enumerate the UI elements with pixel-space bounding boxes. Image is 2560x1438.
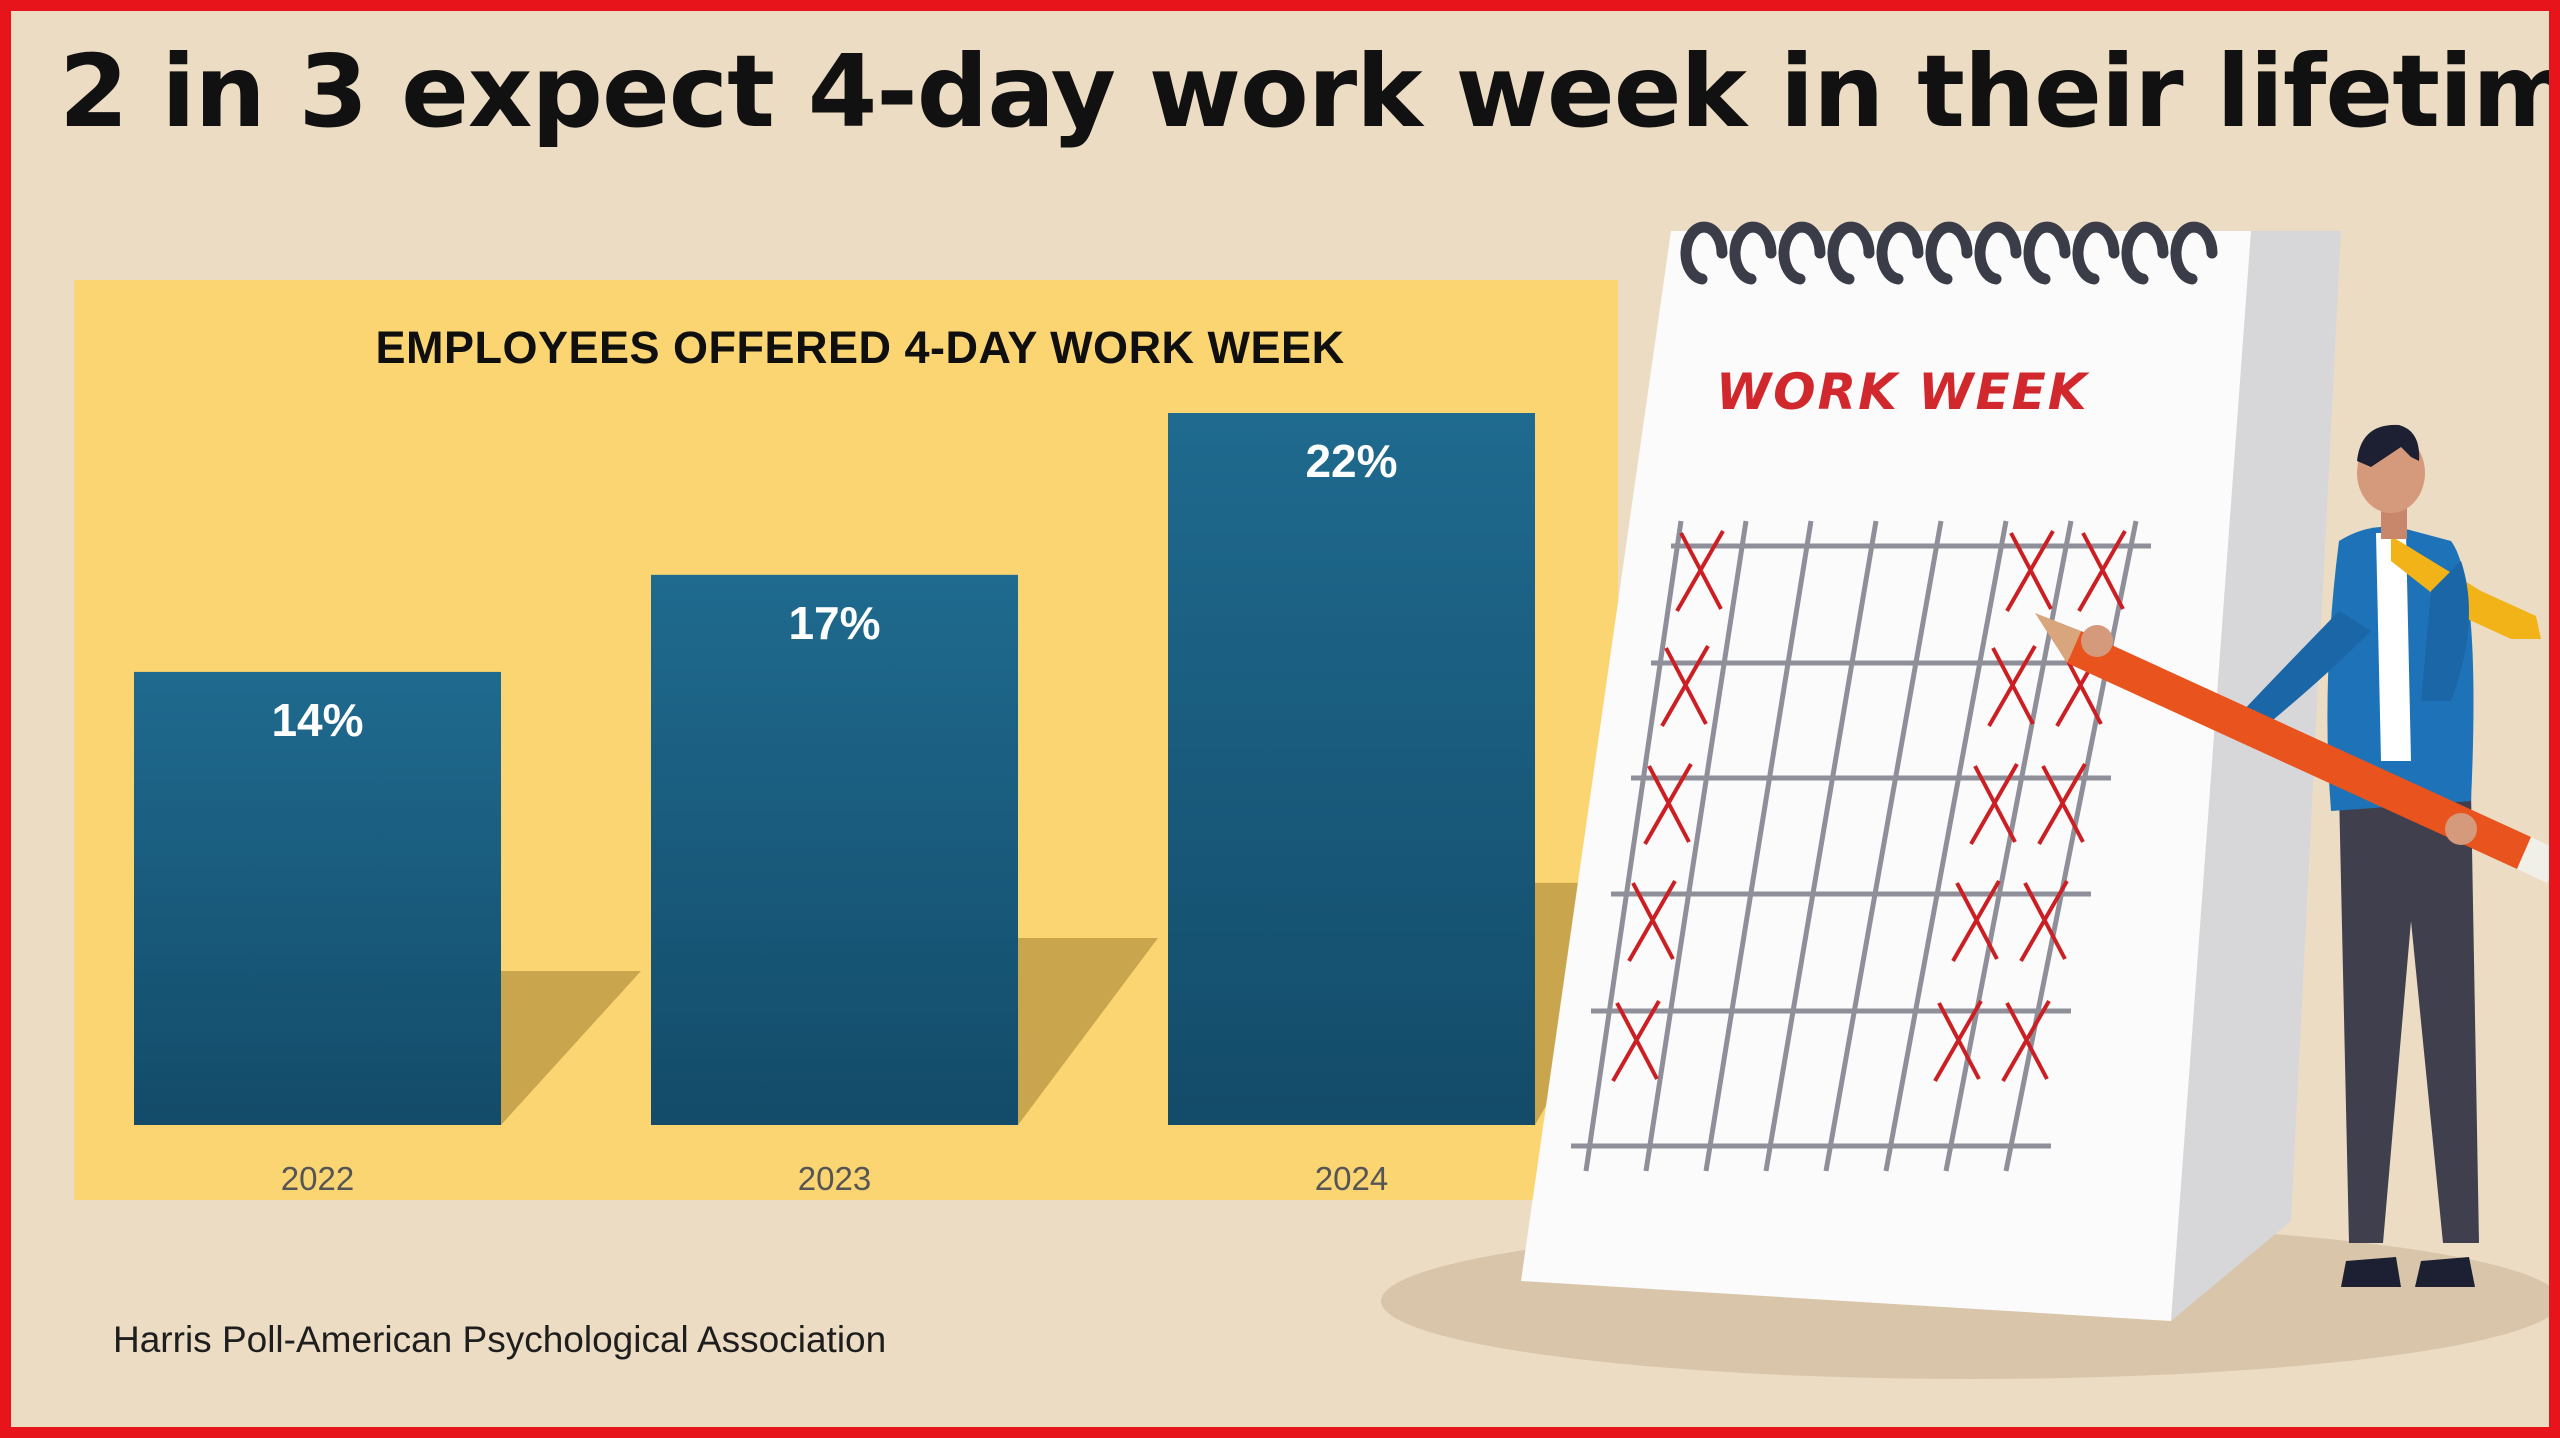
bars [134, 413, 1535, 1125]
source-note: Harris Poll-American Psychological Assoc… [113, 1319, 887, 1360]
x-tick-2024: 2024 [1315, 1160, 1388, 1197]
calendar-column-line [1883, 520, 2009, 1172]
x-mark [1660, 645, 1710, 727]
bar-shadow [501, 970, 641, 1125]
binding-ring [1778, 221, 1826, 285]
x-mark [1933, 1000, 1983, 1082]
calendar-label: WORK WEEK [1716, 363, 2090, 421]
x-mark [1643, 763, 1693, 845]
binding-ring [1680, 221, 1728, 285]
x-mark [1987, 645, 2037, 727]
bar-2023 [651, 574, 1018, 1125]
x-mark [1627, 880, 1677, 962]
binding-ring [1974, 221, 2022, 285]
value-label-2024: 22% [1305, 435, 1397, 487]
headline: 2 in 3 expect 4-day work week in their l… [59, 33, 2560, 150]
value-label-2023: 17% [788, 597, 880, 649]
x-tick-2023: 2023 [798, 1160, 871, 1197]
x-mark [2037, 763, 2087, 845]
bar-chart: 14% 17% 22% 2022 2023 2024 [134, 413, 1618, 1197]
calendar-grid [1571, 520, 2151, 1172]
chart-panel: 14% 17% 22% 2022 2023 2024 EMPLOYEES OFFERED… [74, 280, 1618, 1200]
binding-ring [2170, 221, 2218, 285]
x-tick-labels: 2022 2023 2024 [281, 1160, 1388, 1197]
calendar-illustration: WORK WEEK [1381, 221, 2549, 1379]
calendar-column-line [1823, 520, 1944, 1172]
businessman-figure [2241, 424, 2541, 1287]
bar-2022 [134, 671, 501, 1125]
calendar-back [2171, 231, 2341, 1321]
x-mark [2005, 530, 2055, 612]
bar-2024 [1168, 413, 1535, 1125]
x-tick-2022: 2022 [281, 1160, 354, 1197]
calendar-column-line [1583, 520, 1684, 1172]
binding-ring [1876, 221, 1924, 285]
chart-title: EMPLOYEES OFFERED 4-DAY WORK WEEK [375, 322, 1345, 373]
bar-shadow [1018, 937, 1158, 1125]
x-mark [2019, 880, 2069, 962]
value-label-2022: 14% [271, 694, 363, 746]
calendar-column-line [1703, 520, 1814, 1172]
calendar-column-line [1763, 520, 1879, 1172]
pencil [2035, 613, 2549, 883]
calendar-column-line [1643, 520, 1749, 1172]
x-mark [1969, 763, 2019, 845]
binding-ring [1729, 221, 1777, 285]
calendar-column-line [2003, 520, 2139, 1172]
binding-ring [2072, 221, 2120, 285]
x-mark [1611, 1000, 1661, 1082]
value-labels: 14% 17% 22% [271, 435, 1397, 746]
x-mark [2001, 1000, 2051, 1082]
x-mark [1951, 880, 2001, 962]
binding-ring [1827, 221, 1875, 285]
binding-ring [1925, 221, 1973, 285]
binding-ring [2121, 221, 2169, 285]
x-mark [2077, 530, 2127, 612]
binding-ring [2023, 221, 2071, 285]
x-mark [1675, 530, 1725, 612]
binding-rings [1680, 221, 2218, 285]
